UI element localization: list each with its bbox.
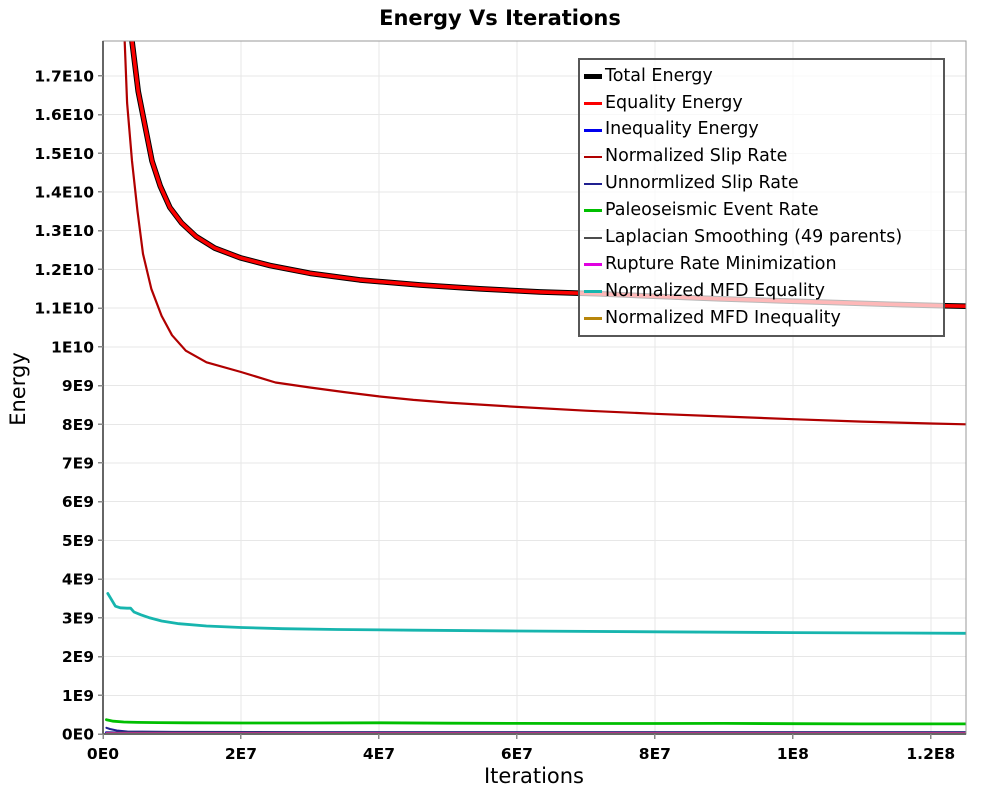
legend-item: Normalized MFD Inequality [584, 305, 939, 331]
legend-item-label: Normalized MFD Equality [605, 280, 825, 301]
y-tick-label: 8E9 [62, 416, 94, 434]
legend-item: Normalized MFD Equality [584, 279, 939, 305]
legend-item-label: Normalized MFD Inequality [605, 307, 841, 328]
y-tick-label: 4E9 [62, 571, 94, 589]
y-tick-label: 1.2E10 [34, 261, 94, 279]
legend-swatch [584, 128, 602, 132]
x-tick-label: 1.2E8 [906, 745, 955, 763]
legend-swatch [584, 290, 602, 293]
legend-swatch [584, 155, 602, 159]
legend-swatch [584, 101, 602, 106]
y-tick-label: 5E9 [62, 532, 94, 550]
series-line [105, 718, 966, 726]
legend-item: Inequality Energy [584, 117, 939, 143]
legend-item-label: Rupture Rate Minimization [605, 253, 837, 274]
x-tick-label: 2E7 [225, 745, 257, 763]
legend-item-label: Paleoseismic Event Rate [605, 200, 819, 221]
legend-item: Unnormlized Slip Rate [584, 171, 939, 197]
series-line [106, 592, 966, 635]
y-tick-label: 7E9 [62, 454, 94, 472]
legend-swatch [584, 182, 602, 186]
x-axis-title: Iterations [483, 764, 585, 788]
y-tick-label: 9E9 [62, 377, 94, 395]
y-tick-label: 1.5E10 [34, 145, 94, 163]
y-tick-label: 1E9 [62, 687, 94, 705]
legend-item-label: Total Energy [605, 65, 713, 86]
legend-item: Rupture Rate Minimization [584, 252, 939, 278]
legend-item-label: Normalized Slip Rate [605, 146, 788, 167]
legend-item-label: Equality Energy [605, 92, 743, 113]
series-line [105, 726, 966, 734]
legend-swatch [584, 236, 602, 240]
y-tick-label: 2E9 [62, 648, 94, 666]
y-tick-label: 6E9 [62, 493, 94, 511]
x-tick-label: 4E7 [363, 745, 395, 763]
legend: Total Energy Equality Energy Inequality En… [578, 58, 945, 337]
legend-item: Laplacian Smoothing (49 parents) [584, 225, 939, 251]
x-tick-label: 8E7 [639, 745, 671, 763]
x-tick-label: 0E0 [87, 745, 119, 763]
legend-item-label: Inequality Energy [605, 119, 759, 140]
legend-item: Paleoseismic Event Rate [584, 198, 939, 224]
x-tick-label: 6E7 [501, 745, 533, 763]
series-line [123, 41, 966, 426]
x-tick-label: 1E8 [777, 745, 809, 763]
legend-item: Total Energy [584, 63, 939, 89]
y-tick-label: 1E10 [51, 338, 94, 356]
legend-swatch [584, 73, 602, 80]
legend-item-label: Unnormlized Slip Rate [605, 173, 799, 194]
legend-item-label: Laplacian Smoothing (49 parents) [605, 227, 903, 248]
y-tick-label: 1.6E10 [34, 106, 94, 124]
chart-title: Energy Vs Iterations [379, 6, 621, 30]
legend-item: Normalized Slip Rate [584, 144, 939, 170]
y-tick-label: 1.7E10 [34, 67, 94, 85]
y-tick-label: 1.4E10 [34, 183, 94, 201]
y-tick-label: 1.1E10 [34, 300, 94, 318]
legend-swatch [584, 317, 602, 320]
y-tick-label: 0E0 [62, 726, 94, 744]
legend-swatch [584, 209, 602, 213]
legend-item: Equality Energy [584, 90, 939, 116]
y-tick-label: 1.3E10 [34, 222, 94, 240]
y-tick-label: 3E9 [62, 609, 94, 627]
legend-swatch [584, 263, 602, 266]
